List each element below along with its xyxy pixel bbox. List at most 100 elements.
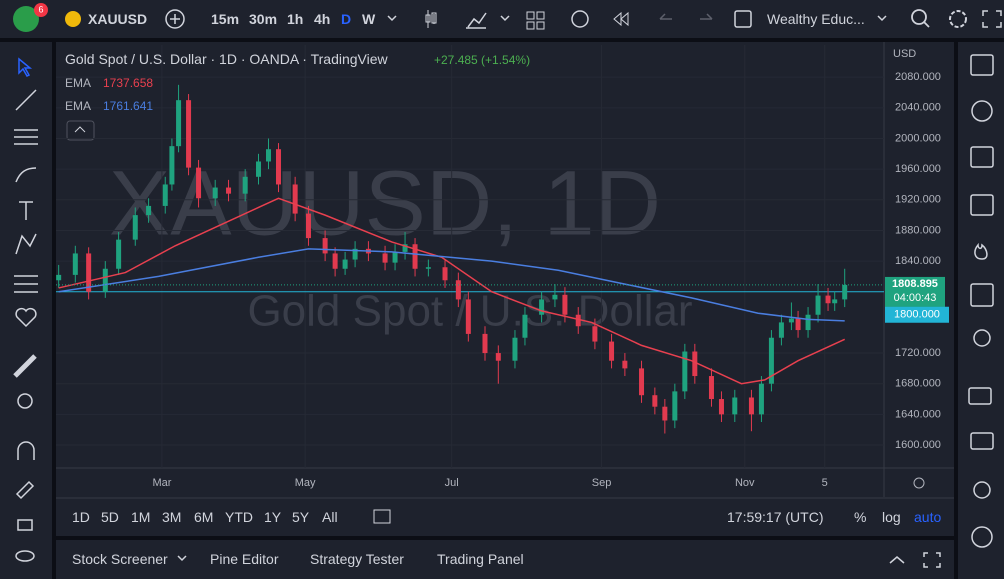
visibility-tool[interactable] [15,550,35,562]
sidebar-icons [968,54,994,548]
x-tick-label: Jul [445,477,459,489]
alerts[interactable] [971,100,993,122]
candle-body [805,314,811,331]
symbol[interactable]: XAUUSD [88,11,148,27]
tips[interactable] [971,526,993,548]
fullscreen[interactable] [982,10,1002,28]
panel-controls[interactable] [177,552,941,568]
collapse-legend[interactable] [66,120,95,141]
lock-drawing-tool[interactable] [15,480,35,500]
candle-body [242,176,248,194]
magnet-tool[interactable] [17,441,35,460]
chart-type[interactable] [425,10,437,28]
cursor-tool[interactable] [18,57,33,77]
candle-body [692,351,698,377]
prediction-tool[interactable] [14,275,38,293]
candle-body [748,397,754,415]
candle-body [495,353,501,361]
interval-button[interactable]: 15m [211,11,240,27]
messages[interactable] [970,432,994,450]
hotlist[interactable] [974,242,988,260]
interval-button[interactable]: W [362,11,376,27]
range-button[interactable]: 1M [131,509,151,525]
text-tool[interactable] [19,201,33,220]
panel-tab[interactable]: Pine Editor [210,551,279,567]
candle-body [196,167,202,199]
percent-toggle[interactable]: % [854,509,867,525]
candle-body [622,360,628,369]
drawing-tools [13,57,38,562]
range-button[interactable]: 5D [101,509,119,525]
plus [170,14,180,24]
candle-body [672,391,678,421]
range-button[interactable]: 5Y [292,509,310,525]
range-button[interactable]: 6M [194,509,214,525]
indicator-value: 1737.658 [103,76,154,90]
measure-tool[interactable] [13,354,37,378]
pattern-tool[interactable] [15,233,37,255]
badge [34,3,48,17]
range-button[interactable]: All [322,509,338,525]
symbol-icon [65,11,81,27]
go-to-date[interactable] [373,509,391,524]
chats[interactable] [968,387,992,405]
layout-name[interactable]: Wealthy Educ... [767,11,865,27]
settings[interactable] [949,10,967,28]
ideas-bulb[interactable] [973,329,991,347]
interval-button[interactable]: 30m [249,11,278,27]
range-button[interactable]: YTD [225,509,253,525]
candle-body [392,251,398,263]
candle-body [708,376,714,400]
trend-line-tool[interactable] [15,89,37,111]
interval-button[interactable]: 1h [287,11,304,27]
ideas[interactable] [970,194,994,216]
candle-body [682,351,688,392]
candle-body [482,333,488,354]
range-button[interactable]: 1D [72,509,90,525]
panel-tab[interactable]: Trading Panel [437,551,524,567]
currency[interactable]: USD [893,48,916,60]
search[interactable] [911,9,927,25]
collapse-arrow [74,126,86,133]
brush-tool[interactable] [15,167,37,183]
candle-body [768,337,774,384]
checkbox[interactable] [734,10,752,28]
add-symbol[interactable] [165,9,185,29]
candle-body [758,383,764,415]
watchlist[interactable] [970,54,994,76]
y-tick-label: 1600.000 [895,439,941,451]
calendar[interactable] [970,283,994,307]
alert[interactable] [571,10,589,28]
indicators[interactable] [466,12,487,29]
dropdowns[interactable] [387,15,887,22]
icons-tool[interactable] [15,307,37,328]
candle-body [465,299,471,334]
zoom-tool[interactable] [17,393,33,409]
interval-button[interactable]: D [341,11,352,27]
range-button[interactable]: 1Y [264,509,282,525]
axis-settings[interactable] [913,477,925,489]
fib-tool[interactable] [14,129,38,145]
candle-body [256,161,262,177]
streams[interactable] [973,481,991,499]
layouts[interactable] [526,11,545,30]
log-toggle[interactable]: log [882,509,901,525]
replay[interactable] [613,11,629,27]
price-change: +27.485 (+1.54%) [434,53,531,67]
news[interactable] [970,146,994,168]
auto-toggle[interactable]: auto [914,509,942,525]
panel-tab[interactable]: Stock Screener [72,551,168,567]
interval-button[interactable]: 4h [314,11,331,27]
candle-body [332,253,338,269]
range-button[interactable]: 3M [162,509,182,525]
candle-body [662,406,668,421]
candle-body [815,295,821,315]
avatar[interactable] [13,6,39,32]
undo-redo[interactable] [659,13,713,20]
candle-body [425,267,431,269]
candle-body [116,239,122,269]
candle-body [718,399,724,415]
lock-tool[interactable] [17,519,33,531]
panel-tab[interactable]: Strategy Tester [310,551,404,567]
